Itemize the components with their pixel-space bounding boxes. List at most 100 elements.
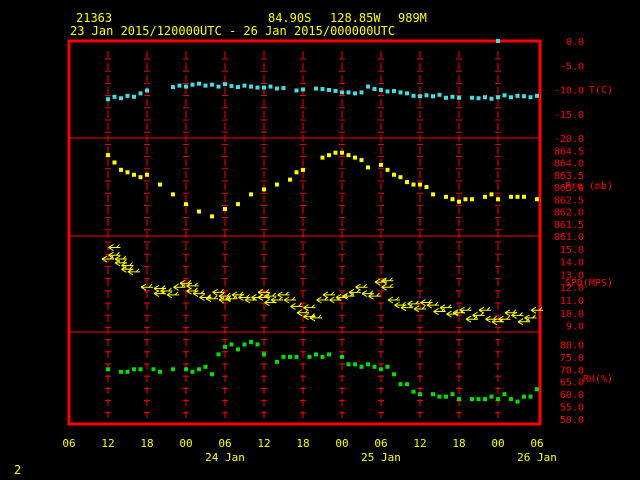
wind-barb — [407, 300, 420, 308]
station-elevation: 989M — [398, 11, 427, 25]
pressure-point — [509, 194, 513, 199]
rh-point — [210, 372, 214, 377]
rh-point — [470, 397, 474, 402]
rh-point — [158, 369, 162, 374]
wind-barb — [186, 287, 199, 295]
wind-barb — [374, 278, 387, 286]
y-tick-label: 11.0 — [560, 296, 584, 307]
x-tick-label: 06 — [530, 437, 543, 450]
x-day-label: 24 Jan — [205, 451, 245, 464]
pressure-point — [197, 209, 201, 214]
rh-point — [236, 347, 240, 352]
wind-barb — [108, 244, 121, 251]
wind-barb — [491, 318, 504, 326]
rh-point — [535, 387, 539, 392]
temp-point — [184, 84, 188, 89]
temp-point — [132, 94, 136, 99]
rh-point — [483, 397, 487, 402]
rh-point — [476, 397, 481, 402]
temp-point — [411, 93, 416, 98]
temp-point — [418, 94, 422, 99]
pressure-point — [125, 170, 130, 175]
rh-point — [372, 364, 377, 369]
wind-barb — [270, 296, 283, 304]
plot-frame — [67, 39, 542, 426]
temp-point — [392, 88, 396, 93]
wind-barb — [433, 308, 446, 315]
pressure-point — [327, 153, 331, 158]
rh-point — [327, 352, 331, 357]
wind-barb — [472, 311, 485, 319]
wind-barb — [290, 302, 303, 310]
temp-point — [379, 87, 383, 92]
temp-point — [398, 90, 403, 95]
pressure-point — [184, 202, 188, 207]
x-tick-label: 18 — [296, 437, 309, 450]
y-tick-label: 60.0 — [560, 390, 584, 401]
temp-point — [197, 81, 201, 86]
pressure-point — [385, 167, 390, 172]
rh-point — [346, 362, 351, 367]
wind-barb — [381, 277, 394, 285]
pressure-point — [405, 180, 409, 185]
y-tick-label: 862.0 — [554, 208, 584, 219]
rh-point — [437, 394, 442, 399]
wind-barb — [296, 309, 309, 317]
wind-barb — [452, 309, 465, 317]
y-axis-label: SPD(MPS) — [565, 278, 613, 289]
y-tick-label: 15.0 — [560, 245, 584, 256]
rh-point — [203, 364, 208, 369]
rh-point — [431, 392, 435, 397]
temp-point — [314, 86, 318, 91]
pressure-point — [359, 158, 364, 163]
rh-point — [457, 397, 461, 402]
temp-point — [333, 88, 338, 93]
rh-point — [190, 369, 195, 374]
pressure-point — [301, 167, 305, 172]
pressure-point — [450, 197, 455, 202]
temp-point — [281, 86, 286, 91]
wind-barb — [439, 304, 452, 312]
wind-barb — [127, 268, 140, 276]
y-tick-label: 50.0 — [560, 415, 584, 426]
y-tick-label: 862.5 — [554, 195, 584, 206]
wind-barb — [426, 301, 439, 309]
rh-point — [398, 382, 403, 387]
rh-point — [353, 362, 357, 367]
pressure-point — [353, 155, 357, 160]
y-tick-label: 70.0 — [560, 365, 584, 376]
wind-barb — [465, 315, 478, 323]
x-tick-label: 12 — [413, 437, 426, 450]
wind-barb — [504, 309, 517, 317]
wind-barb — [238, 294, 251, 301]
pressure-point — [171, 192, 175, 197]
wind-barb — [511, 311, 524, 319]
wind-barb — [205, 295, 218, 303]
pressure-point — [145, 172, 149, 177]
temp-point — [242, 83, 247, 88]
wind-barb — [251, 294, 264, 301]
x-day-label: 25 Jan — [361, 451, 401, 464]
temp-point — [268, 84, 273, 89]
temp-point — [301, 87, 305, 92]
temp-point — [496, 39, 500, 43]
wind-barb — [140, 283, 153, 291]
temp-point — [457, 95, 461, 100]
rh-point — [171, 367, 175, 372]
pressure-point — [158, 182, 162, 187]
pressure-point — [431, 192, 435, 197]
pressure-point — [392, 172, 396, 177]
rh-point — [229, 342, 234, 347]
temp-point — [372, 87, 377, 92]
wind-barb — [335, 294, 348, 301]
y-axis-label: T(C) — [589, 85, 613, 96]
wind-barb — [153, 285, 166, 292]
wind-barb — [400, 304, 413, 312]
wind-barb — [498, 315, 511, 323]
temp-point — [431, 94, 435, 99]
temp-point — [294, 88, 299, 93]
rh-point — [522, 394, 526, 399]
wind-barb — [478, 306, 491, 314]
temp-point — [125, 93, 130, 98]
